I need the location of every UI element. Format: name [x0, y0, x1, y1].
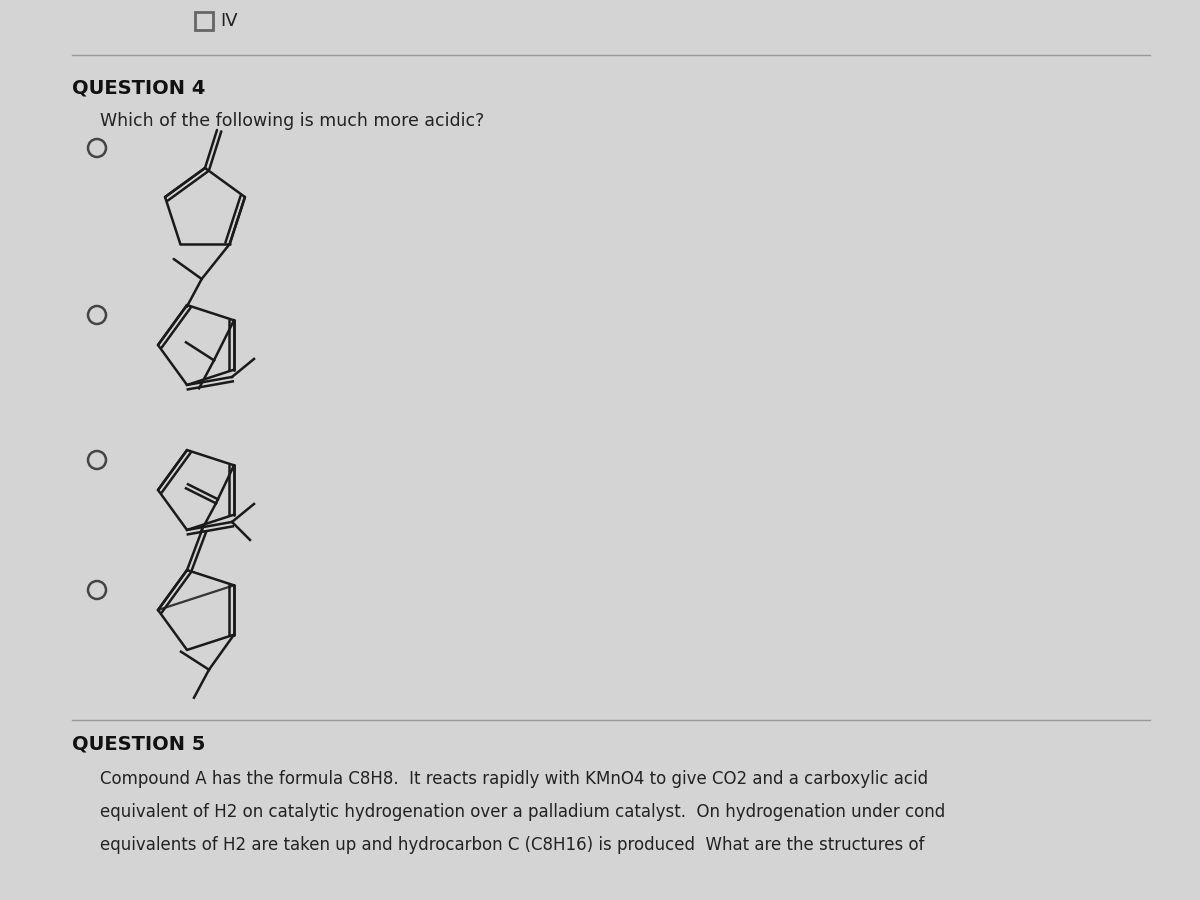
Text: Which of the following is much more acidic?: Which of the following is much more acid… — [100, 112, 485, 130]
Text: equivalents of H2 are taken up and hydrocarbon C (C8H16) is produced  What are t: equivalents of H2 are taken up and hydro… — [100, 836, 924, 854]
Text: Compound A has the formula C8H8.  It reacts rapidly with KMnO4 to give CO2 and a: Compound A has the formula C8H8. It reac… — [100, 770, 928, 788]
Text: QUESTION 4: QUESTION 4 — [72, 78, 205, 97]
Text: equivalent of H2 on catalytic hydrogenation over a palladium catalyst.  On hydro: equivalent of H2 on catalytic hydrogenat… — [100, 803, 946, 821]
Bar — [194, 12, 214, 30]
Text: IV: IV — [220, 12, 238, 30]
Text: QUESTION 5: QUESTION 5 — [72, 735, 205, 754]
